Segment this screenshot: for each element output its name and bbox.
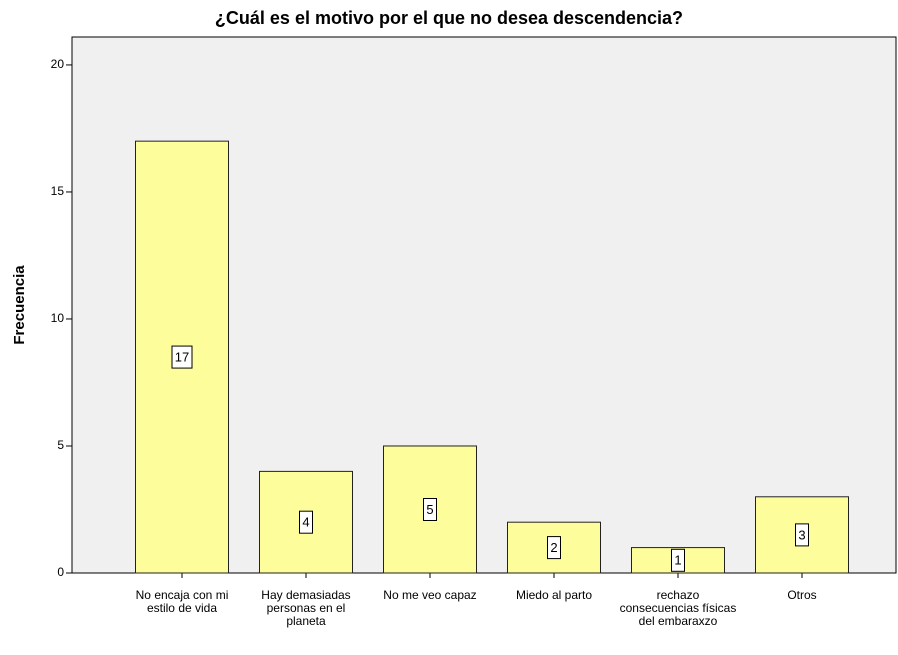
bar — [259, 470, 353, 574]
value-label-box — [299, 510, 313, 534]
value-label-box — [423, 497, 437, 521]
value-label-box — [171, 345, 193, 369]
value-label-box — [671, 548, 685, 572]
value-label: 17 — [175, 350, 189, 365]
value-label: 3 — [798, 527, 805, 542]
y-tick-label: 5 — [57, 438, 64, 452]
value-label: 1 — [674, 553, 681, 568]
value-label: 4 — [302, 515, 309, 530]
value-label: 2 — [550, 540, 557, 555]
y-axis-label: Frecuencia — [11, 265, 28, 345]
chart-title: ¿Cuál es el motivo por el que no desea d… — [215, 8, 683, 28]
value-label: 5 — [426, 502, 433, 517]
x-tick-label: Otros — [787, 588, 817, 602]
value-label-box — [795, 523, 809, 547]
x-tick-label: rechazo consecuencias físicas del embara… — [619, 588, 737, 628]
y-tick-label: 20 — [51, 57, 65, 71]
x-tick-label: No encaja con mi estilo de vida — [135, 588, 229, 615]
value-label-box — [547, 536, 561, 560]
y-tick-label: 0 — [57, 565, 64, 579]
y-tick-label: 10 — [51, 311, 65, 325]
x-tick-label: Hay demasiadas personas en el planeta — [261, 588, 351, 628]
x-tick-label: No me veo capaz — [383, 588, 477, 602]
x-tick-label: Miedo al parto — [515, 588, 593, 602]
y-tick-label: 15 — [51, 184, 65, 198]
